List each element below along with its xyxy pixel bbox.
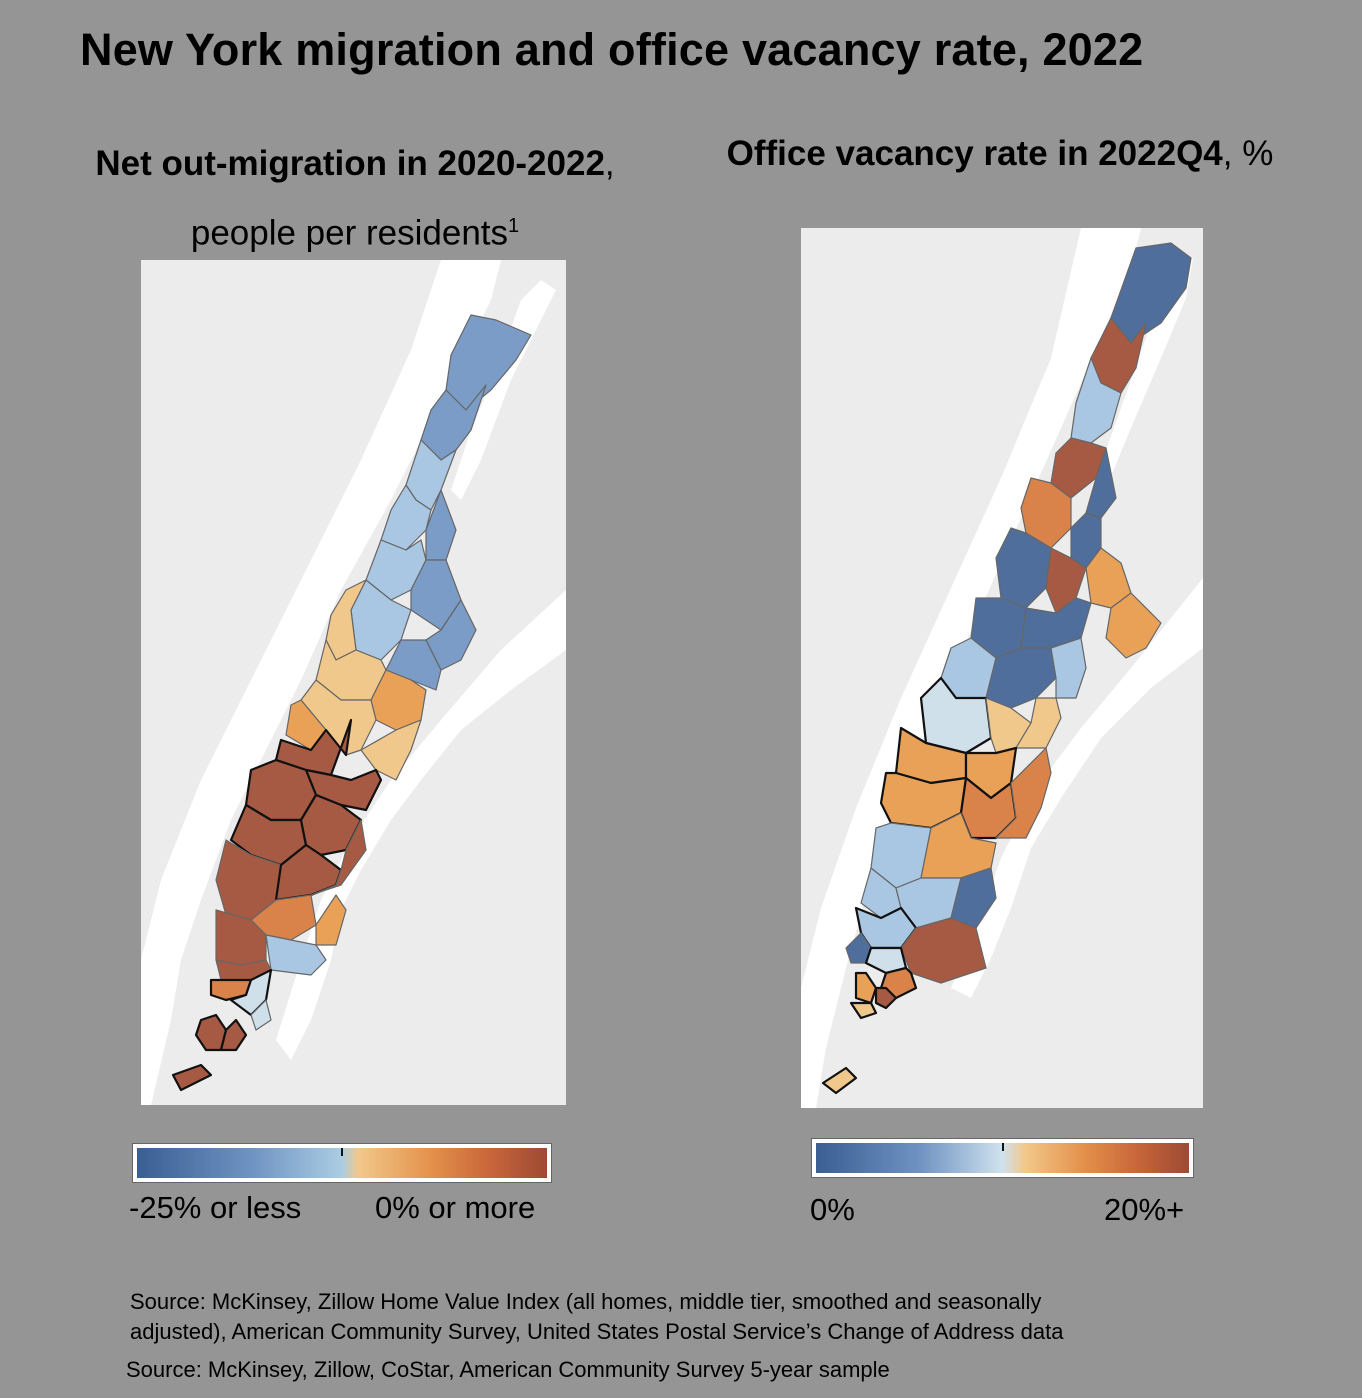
vacancy-color-scale <box>811 1138 1194 1178</box>
scale-tick-marker <box>1002 1143 1004 1151</box>
source-line-2: adjusted), American Community Survey, Un… <box>130 1319 1064 1344</box>
vacancy-map-svg <box>801 228 1203 1108</box>
district-8 <box>995 527 1052 609</box>
migration-legend-max: 0% or more <box>375 1190 536 1225</box>
east-river <box>276 590 566 1060</box>
district-3 <box>1070 357 1122 444</box>
district-33 <box>864 946 908 975</box>
vacancy-legend-max: 20%+ <box>1104 1192 1185 1227</box>
district-1 <box>445 314 532 411</box>
source-line-3: Source: McKinsey, Zillow, CoStar, Americ… <box>126 1357 890 1382</box>
district-26 <box>315 894 347 946</box>
district-15 <box>360 719 422 781</box>
migration-map-svg <box>141 260 566 1105</box>
district-13 <box>370 669 427 731</box>
right-map-subtitle: Office vacancy rate in 2022Q4, % <box>700 134 1300 174</box>
vacancy-districts <box>821 242 1192 1095</box>
left-subtitle-line2: people per residents <box>190 213 509 253</box>
district-32 <box>250 999 272 1031</box>
district-35 <box>171 1063 213 1092</box>
east-river <box>951 578 1203 998</box>
left-map-subtitle: Net out-migration in 2020-2022, people p… <box>50 132 660 265</box>
scale-tick-marker <box>341 1148 343 1156</box>
vacancy-map <box>801 228 1203 1108</box>
district-37 <box>849 1001 878 1020</box>
district-34 <box>219 1018 248 1052</box>
district-36 <box>874 986 898 1010</box>
left-subtitle-rest: , <box>604 144 615 183</box>
district-5 <box>1085 447 1117 519</box>
migration-map <box>141 260 566 1105</box>
source-line-1: Source: McKinsey, Zillow Home Value Inde… <box>130 1289 1042 1314</box>
page-title: New York migration and office vacancy ra… <box>80 24 1144 75</box>
migration-legend-min: -25% or less <box>129 1190 302 1225</box>
district-16 <box>1050 637 1087 699</box>
vacancy-legend-min: 0% <box>810 1192 855 1227</box>
migration-color-scale <box>132 1143 552 1183</box>
footnote-marker: 1 <box>508 215 520 237</box>
left-subtitle-bold: Net out-migration in 2020-2022 <box>95 144 605 183</box>
district-24 <box>995 747 1052 839</box>
district-31 <box>900 917 987 984</box>
district-13 <box>1105 592 1162 659</box>
right-subtitle-bold: Office vacancy rate in 2022Q4 <box>726 134 1223 173</box>
district-6 <box>1020 477 1072 549</box>
right-subtitle-rest: , % <box>1222 134 1274 173</box>
district-38 <box>821 1066 858 1095</box>
district-4 <box>1050 437 1107 499</box>
district-6 <box>425 489 457 561</box>
migration-districts <box>171 314 532 1092</box>
district-4 <box>380 484 432 551</box>
district-35 <box>854 971 878 1005</box>
hudson-river <box>801 228 1141 1108</box>
district-24 <box>310 819 367 896</box>
